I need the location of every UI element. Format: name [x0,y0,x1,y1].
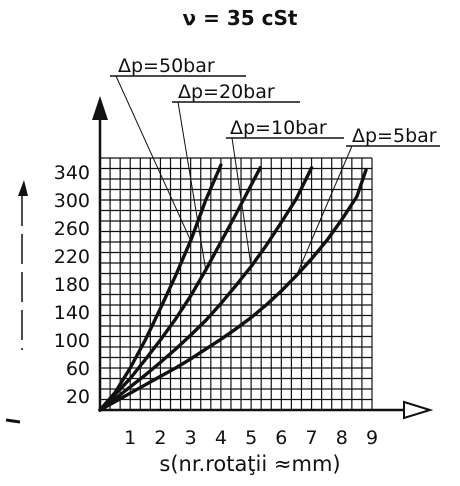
x-tick-label: 7 [306,427,318,449]
legend-label: Δp=5bar [352,125,437,147]
y-axis-arrow [92,96,108,120]
side-arrow-mark [18,180,28,196]
x-tick-label: 9 [366,427,378,449]
series-line [98,166,262,412]
legend-label: Δp=10bar [230,117,327,139]
legend-leader-line [295,145,353,276]
y-tick-label: 340 [54,162,90,184]
x-tick-label: 1 [124,427,136,449]
series-line [98,163,223,412]
legend-leader-line [177,101,207,271]
series-line [98,166,314,412]
x-tick-label: 3 [185,427,197,449]
legend-leader-line [115,75,192,241]
x-axis-arrow [403,400,434,420]
x-tick-label: 6 [275,427,287,449]
legend-label: Δp=50bar [118,55,215,77]
x-tick-label: 4 [215,427,227,449]
y-tick-label: 100 [54,330,90,352]
legend-leader-line [231,137,252,267]
series-line [98,168,368,412]
legend-label: Δp=20bar [178,81,275,103]
y-tick-label: 60 [66,358,90,380]
x-tick-label: 2 [154,427,166,449]
y-tick-label: 180 [54,274,90,296]
chart-title: ν = 35 cSt [182,6,298,30]
x-tick-label: 5 [245,427,257,449]
y-tick-label: 220 [54,246,90,268]
y-tick-label: 260 [54,218,90,240]
x-axis-label: s(nr.rotaţii ≈mm) [159,452,341,476]
y-tick-label: 20 [66,386,90,408]
y-tick-label: 300 [54,190,90,212]
x-tick-label: 8 [336,427,348,449]
y-tick-label: 140 [54,302,90,324]
side-dash-mark [5,418,21,424]
